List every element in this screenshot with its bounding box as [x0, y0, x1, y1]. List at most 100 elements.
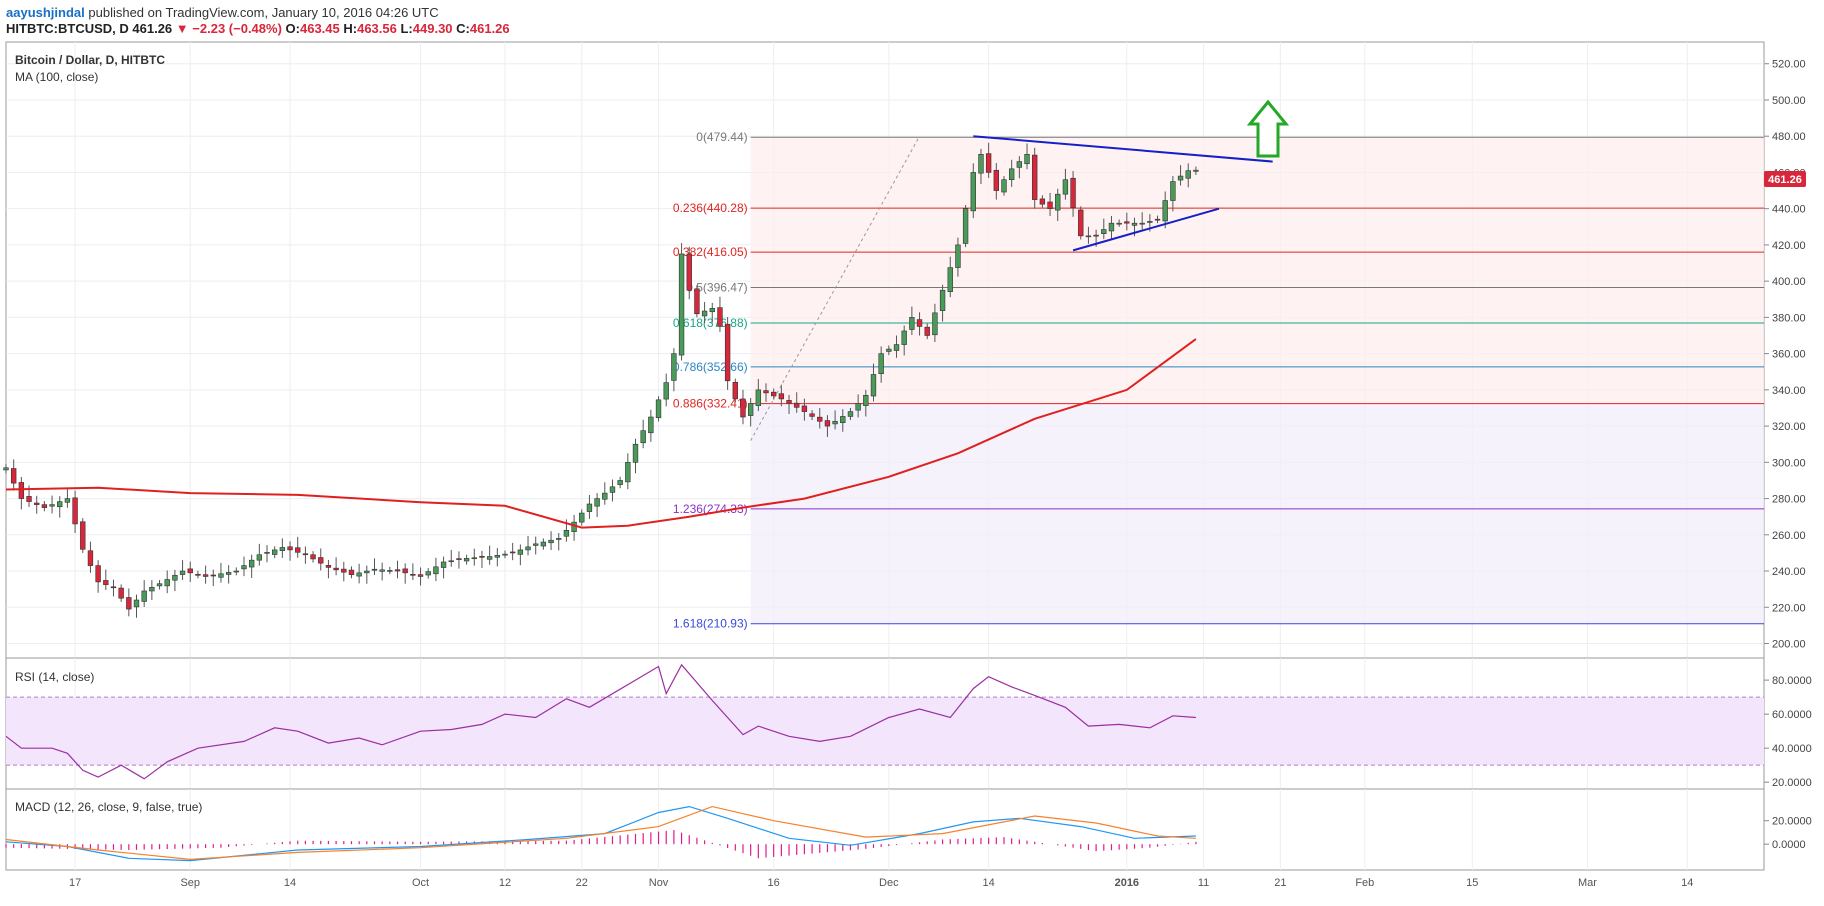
candle-body	[1085, 235, 1092, 238]
candle-body	[732, 381, 738, 400]
candle-body	[187, 568, 193, 574]
macd-pane[interactable]	[5, 788, 1765, 871]
candle-body	[686, 253, 692, 291]
change-value: −2.23 (−0.48%)	[192, 21, 282, 36]
candle-body	[118, 587, 124, 599]
candle-body	[1101, 229, 1107, 234]
candle-body	[18, 482, 25, 499]
price-tick-label: 400.00	[1772, 276, 1806, 288]
candle-body	[133, 599, 140, 608]
candle-body	[717, 307, 723, 327]
macd-signal-line	[5, 805, 1196, 861]
candle-body	[440, 561, 447, 568]
candle-body	[525, 546, 531, 551]
candle-body	[548, 539, 554, 544]
price-tick-label: 320.00	[1772, 421, 1806, 433]
candle-body	[149, 587, 155, 592]
price-pane[interactable]: 0(479.44)0.236(440.28)0.382(416.05)0.5(3…	[3, 41, 1765, 659]
time-tick-label: Sep	[180, 877, 200, 889]
rsi-line	[5, 663, 1196, 780]
candle-body	[847, 411, 854, 417]
candle-body	[3, 467, 9, 471]
candle-body	[1147, 221, 1153, 223]
price-tick-label: 520.00	[1772, 59, 1806, 71]
triangle-trendline	[973, 135, 1273, 163]
candle-body	[970, 172, 976, 212]
candle-body	[1154, 218, 1161, 221]
candle-body	[893, 344, 900, 351]
macd-indicator-label: MACD (12, 26, close, 9, false, true)	[15, 800, 202, 814]
time-tick-label: Mar	[1578, 877, 1597, 889]
candle-body	[801, 405, 808, 412]
candle-body	[932, 312, 938, 336]
price-tick-label: 280.00	[1772, 494, 1806, 506]
fib-level-label: 0.5(396.47)	[686, 281, 747, 295]
rsi-pane[interactable]	[5, 657, 1765, 790]
candle-body	[794, 402, 800, 408]
candle-body	[556, 538, 562, 540]
publish-info: aayushjindal published on TradingView.co…	[6, 4, 439, 22]
time-axis[interactable]: 17 Sep 14 Oct 12 22 Nov 16 Dec 14 2016 11 21 Feb 15 Mar…	[69, 877, 1693, 889]
candle-body	[1108, 222, 1115, 232]
author-link[interactable]: aayushjindal	[6, 5, 85, 20]
candle-body	[179, 570, 186, 575]
candle-body	[210, 574, 216, 577]
price-tick-label: 300.00	[1772, 457, 1806, 469]
candle-body	[824, 420, 831, 427]
candle-body	[87, 550, 94, 566]
candle-body	[456, 558, 462, 560]
fib-level-label: 1.236(274.33)	[673, 502, 748, 516]
candle-body	[947, 267, 953, 292]
low-value: 449.30	[412, 21, 453, 36]
low-label: L:	[400, 21, 413, 36]
candle-body	[939, 289, 946, 311]
candle-body	[694, 288, 700, 315]
candle-body	[494, 555, 500, 558]
candle-body	[479, 555, 485, 558]
rsi-indicator-label: RSI (14, close)	[15, 670, 94, 684]
candle-body	[433, 566, 439, 575]
close-value: 461.26	[469, 21, 510, 36]
candle-body	[387, 570, 393, 572]
last-price-badge	[1764, 171, 1806, 187]
candle-body	[1039, 198, 1046, 205]
candle-body	[909, 317, 915, 330]
candle-body	[448, 560, 454, 563]
price-tick-label: 220.00	[1772, 602, 1806, 614]
price-tick-label: 340.00	[1772, 385, 1806, 397]
candle-body	[1016, 161, 1023, 168]
candle-body	[609, 486, 616, 493]
candle-body	[202, 574, 209, 577]
candle-body	[341, 568, 347, 573]
open-label: O:	[285, 21, 300, 36]
candle-body	[901, 330, 907, 345]
candle-body	[594, 498, 600, 507]
price-tick-label: 480.00	[1772, 131, 1806, 143]
candle-body	[49, 504, 55, 507]
fib-zone	[750, 252, 1764, 288]
time-tick-label: Dec	[879, 877, 899, 889]
candle-body	[709, 308, 715, 313]
price-scale[interactable]: 200.00 220.00 240.00 260.00 280.00 300.00 320.…	[1764, 59, 1812, 851]
candle-body	[870, 374, 877, 397]
triangle-down-icon: ▼	[175, 21, 189, 36]
candle-body	[755, 389, 762, 406]
candle-body	[310, 554, 316, 560]
fib-zone	[750, 323, 1764, 367]
rsi-tick-label: 80.0000	[1772, 675, 1812, 687]
candle-body	[509, 551, 516, 554]
candle-body	[617, 480, 623, 485]
candle-body	[740, 398, 746, 418]
candle-body	[655, 399, 662, 419]
candle-body	[832, 420, 838, 425]
candle-body	[985, 153, 992, 173]
high-value: 463.56	[357, 21, 397, 36]
candle-body	[1047, 201, 1053, 209]
macd-tick-label: 20.0000	[1772, 816, 1812, 828]
candle-body	[248, 559, 255, 568]
macd-tick-label: 0.0000	[1772, 839, 1806, 851]
candle-body	[34, 502, 40, 505]
candle-body	[517, 549, 524, 555]
ma100-line	[5, 338, 1197, 529]
